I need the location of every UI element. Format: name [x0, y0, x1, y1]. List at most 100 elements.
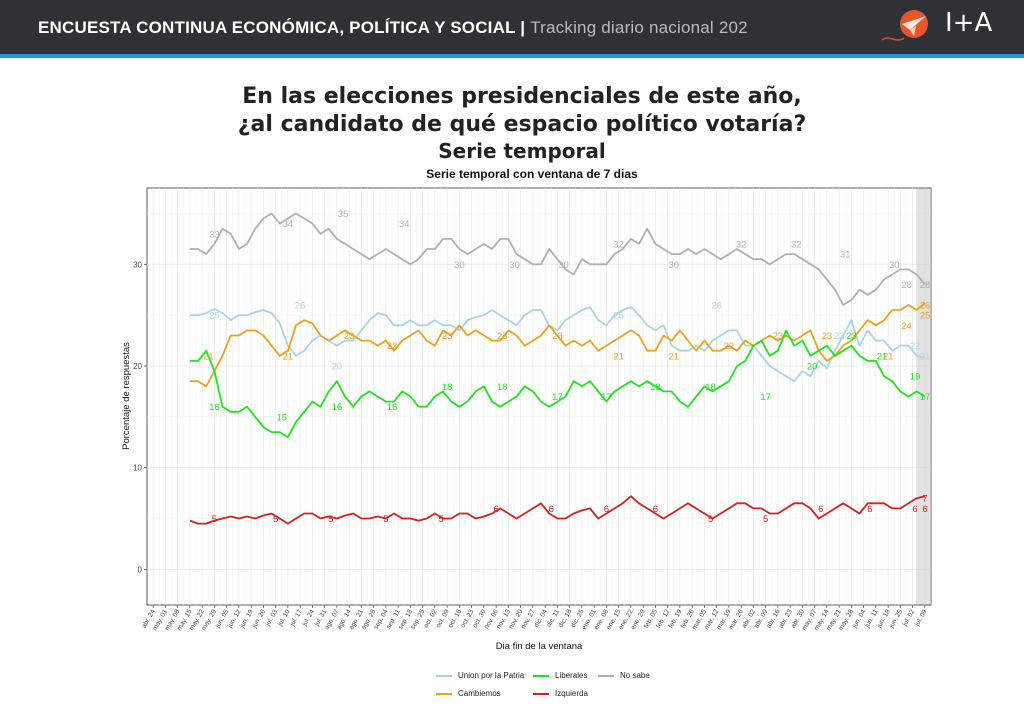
- header-title: ENCUESTA CONTINUA ECONÓMICA, POLÍTICA Y …: [38, 18, 748, 38]
- data-label: 23: [822, 331, 833, 342]
- data-label: 6: [549, 504, 554, 515]
- legend-swatch: [436, 674, 452, 677]
- data-label: 16: [332, 402, 343, 413]
- data-label: 31: [840, 250, 851, 261]
- data-label: 6: [604, 504, 609, 515]
- data-label: 21: [668, 351, 679, 362]
- series-line-union-por-la-patria: [189, 306, 926, 383]
- chart-legend: Union por la Patria Liberales No sabe Ca…: [430, 664, 690, 704]
- data-label: 17: [601, 392, 612, 403]
- data-label: 6: [912, 504, 917, 515]
- brand-logo-icon: [881, 10, 928, 41]
- legend-swatch: [533, 674, 549, 677]
- data-label: 5: [212, 514, 217, 525]
- y-tick-label: 30: [133, 260, 142, 269]
- data-label: 23: [442, 331, 453, 342]
- data-label: 17: [920, 392, 931, 403]
- data-label: 22: [910, 341, 921, 352]
- data-label: 17: [760, 392, 771, 403]
- data-label: 28: [920, 280, 931, 291]
- data-label: 32: [791, 239, 802, 250]
- data-label: 5: [273, 514, 278, 525]
- data-label: 18: [497, 382, 508, 393]
- data-label: 15: [276, 412, 287, 423]
- data-label: 28: [901, 280, 912, 291]
- main-title-line-1: En las elecciones presidenciales de este…: [242, 84, 802, 109]
- data-label: 23: [552, 331, 563, 342]
- data-label: 6: [818, 504, 823, 515]
- data-label: 30: [558, 260, 569, 271]
- y-axis-label: Porcentaje de respuestas: [121, 342, 132, 450]
- data-label: 5: [708, 514, 713, 525]
- data-label: 23: [834, 331, 845, 342]
- series-line-no-sabe: [189, 212, 926, 306]
- data-label: 6: [493, 504, 498, 515]
- data-label: 33: [209, 229, 220, 240]
- data-label: 23: [344, 331, 355, 342]
- main-title-line-3: Serie temporal: [438, 139, 606, 163]
- data-label: 35: [338, 209, 349, 220]
- legend-swatch: [598, 674, 614, 677]
- data-label: 21: [203, 351, 214, 362]
- data-label: 30: [454, 260, 465, 271]
- data-label: 30: [509, 260, 520, 271]
- data-label: 26: [711, 300, 722, 311]
- data-label: 25: [920, 311, 931, 322]
- data-label: 23: [497, 331, 508, 342]
- data-label: 22: [387, 341, 398, 352]
- legend-label: Cambiemos: [458, 689, 501, 698]
- data-label: 6: [653, 504, 658, 515]
- data-label: 26: [920, 300, 931, 311]
- y-tick-label: 20: [133, 362, 142, 371]
- legend-label: No sabe: [620, 671, 650, 680]
- legend-item-cambiemos: Cambiemos: [436, 689, 501, 698]
- data-label: 20: [807, 361, 818, 372]
- legend-swatch: [436, 692, 452, 695]
- data-label: 30: [668, 260, 679, 271]
- x-axis-label: Dia fin de la ventana: [496, 641, 583, 652]
- data-label: 5: [328, 514, 333, 525]
- lines-layer: [189, 212, 926, 525]
- data-label: 5: [763, 514, 768, 525]
- data-label: 7: [922, 494, 927, 505]
- header-title-text: ENCUESTA CONTINUA ECONÓMICA, POLÍTICA Y …: [38, 18, 516, 37]
- data-label: 21: [613, 351, 624, 362]
- header-subtitle: Tracking diario nacional 202: [530, 18, 748, 37]
- logo-text: I+A: [945, 8, 993, 38]
- data-label: 5: [383, 514, 388, 525]
- series-line-cambiemos: [189, 302, 926, 388]
- data-label: 23: [846, 331, 857, 342]
- x-tick-label: jul. 09: [913, 608, 929, 628]
- data-label: 25: [613, 311, 624, 322]
- data-label: 6: [867, 504, 872, 515]
- data-label: 25: [209, 311, 220, 322]
- legend-swatch: [533, 692, 549, 695]
- data-label: 32: [736, 239, 747, 250]
- data-label: 18: [705, 382, 716, 393]
- y-tick-label: 10: [133, 464, 142, 473]
- data-label: 18: [650, 382, 661, 393]
- data-label: 21: [883, 351, 894, 362]
- data-label: 18: [442, 382, 453, 393]
- series-line-liberales: [189, 329, 926, 439]
- data-label: 26: [295, 300, 306, 311]
- data-label: 19: [910, 372, 921, 383]
- header-separator: |: [520, 18, 526, 37]
- y-tick-label: 0: [138, 565, 143, 574]
- data-label: 34: [399, 219, 410, 230]
- legend-label: Izquierda: [555, 689, 588, 698]
- data-label: 28: [920, 280, 931, 291]
- data-label: 20: [332, 361, 343, 372]
- data-label: 17: [552, 392, 563, 403]
- data-label: 22: [724, 341, 735, 352]
- data-label: 34: [283, 219, 294, 230]
- header-bar: [0, 0, 1024, 54]
- legend-item-union-por-la-patria: Union por la Patria: [436, 671, 524, 680]
- main-title-line-2: ¿al candidato de qué espacio político vo…: [237, 112, 807, 137]
- data-label: 24: [901, 321, 912, 332]
- data-label: 16: [387, 402, 398, 413]
- data-label: 5: [438, 514, 443, 525]
- legend-label: Union por la Patria: [458, 671, 525, 680]
- legend-item-izquierda: Izquierda: [533, 689, 588, 698]
